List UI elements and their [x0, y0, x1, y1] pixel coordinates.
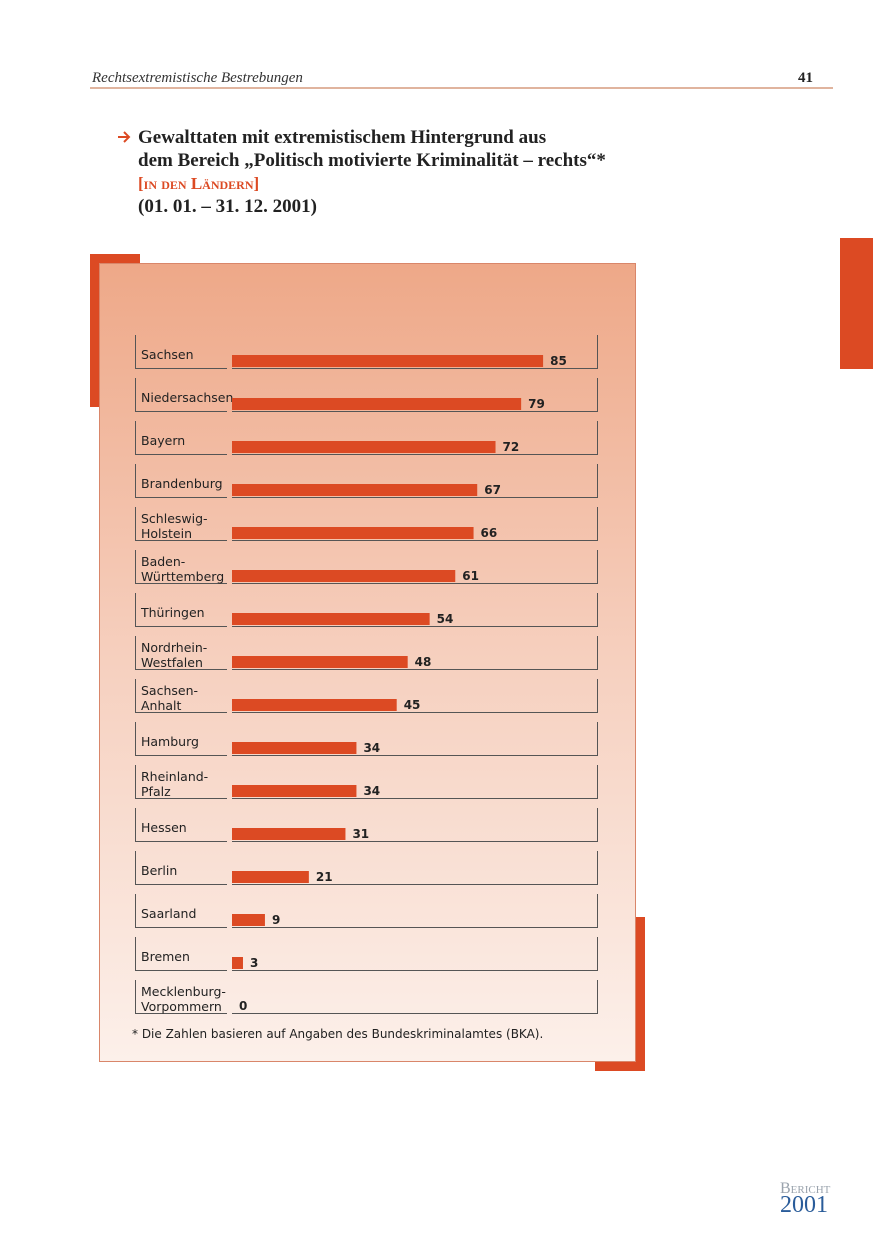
value-label: 48 — [415, 655, 432, 669]
category-label: Nordrhein-Westfalen — [141, 640, 207, 670]
title-line: dem Bereich „Politisch motivierte Krimin… — [138, 150, 606, 171]
brand: Bericht — [780, 1180, 831, 1197]
bar — [232, 527, 474, 539]
value-label: 31 — [352, 827, 369, 841]
category-label: Rheinland-Pfalz — [141, 769, 208, 799]
value-label: 0 — [239, 999, 247, 1013]
category-label: Schleswig-Holstein — [141, 511, 208, 541]
edge-tab — [840, 238, 873, 369]
value-label: 85 — [550, 354, 567, 368]
bar — [232, 914, 265, 926]
category-label: Sachsen — [141, 347, 194, 362]
arrow — [118, 131, 131, 143]
row-frame — [135, 722, 598, 756]
bar — [232, 656, 408, 668]
bar — [232, 742, 357, 754]
bar — [232, 613, 430, 625]
value-label: 45 — [404, 698, 421, 712]
category-label: Brandenburg — [141, 476, 223, 491]
category-label: Hessen — [141, 820, 187, 835]
row-frame — [135, 593, 598, 627]
bar — [232, 699, 397, 711]
value-label: 3 — [250, 956, 258, 970]
value-label: 67 — [484, 483, 501, 497]
bar — [232, 785, 357, 797]
row-frame — [135, 937, 598, 971]
row-frame — [135, 894, 598, 928]
category-label: Bremen — [141, 949, 190, 964]
row-frame — [135, 335, 598, 369]
bar — [232, 957, 243, 969]
row-frame — [135, 550, 598, 584]
value-label: 9 — [272, 913, 280, 927]
value-label: 66 — [481, 526, 498, 540]
value-label: 34 — [363, 784, 380, 798]
bar — [232, 484, 478, 496]
chart: Sachsen 85 Niedersachsen 79 Bayern 72 Brandenb… — [135, 335, 598, 1014]
brand-year: 2001 — [780, 1192, 828, 1218]
category-label: Thüringen — [140, 605, 205, 620]
category-label: Bayern — [141, 433, 185, 448]
subtitle: [in den Ländern] — [138, 174, 259, 193]
category-label: Baden-Württemberg — [141, 554, 224, 584]
bar — [232, 570, 456, 582]
category-label: Berlin — [141, 863, 177, 878]
row-frame — [135, 765, 598, 799]
category-label: Mecklenburg-Vorpommern — [141, 984, 226, 1014]
row-frame — [135, 636, 598, 670]
value-label: 79 — [528, 397, 545, 411]
bar — [232, 398, 522, 410]
value-label: 54 — [437, 612, 454, 626]
category-label: Niedersachsen — [141, 390, 233, 405]
period: (01. 01. – 31. 12. 2001) — [138, 196, 317, 217]
bar — [232, 355, 544, 367]
value-label: 61 — [462, 569, 479, 583]
category-label: Sachsen-Anhalt — [141, 683, 198, 713]
running-head: Rechtsextremistische Bestrebungen — [91, 70, 303, 86]
page-number: 41 — [798, 70, 813, 86]
value-label: 21 — [316, 870, 333, 884]
row-frame — [135, 851, 598, 885]
row-frame — [135, 421, 598, 455]
bar — [232, 441, 496, 453]
bar — [232, 871, 309, 883]
row-frame — [135, 507, 598, 541]
row-frame — [135, 464, 598, 498]
value-label: 34 — [363, 741, 380, 755]
row-frame — [135, 378, 598, 412]
row-frame — [135, 808, 598, 842]
row-frame — [135, 980, 598, 1014]
row-frame — [135, 679, 598, 713]
footnote: * Die Zahlen basieren auf Angaben des Bu… — [132, 1027, 543, 1041]
bar — [232, 828, 346, 840]
value-label: 72 — [503, 440, 520, 454]
category-label: Hamburg — [141, 734, 199, 749]
title-line: Gewalttaten mit extremistischem Hintergr… — [138, 127, 546, 148]
category-label: Saarland — [141, 906, 196, 921]
